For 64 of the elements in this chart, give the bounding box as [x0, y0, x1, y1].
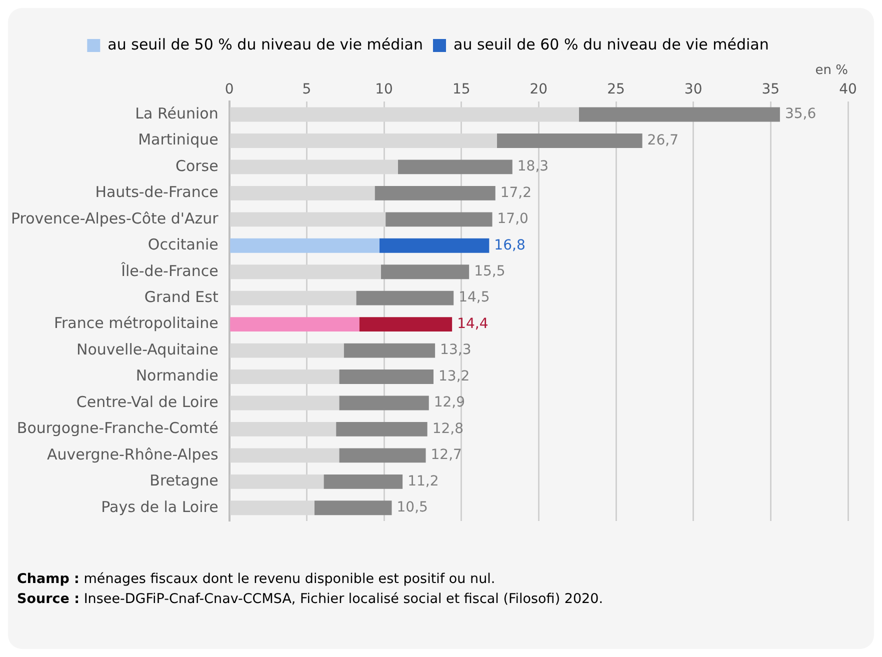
total-label: 16,8 [494, 237, 526, 254]
total-label: 35,6 [784, 106, 816, 122]
y-tick-label: Auvergne-Rhône-Alpes [46, 445, 219, 464]
bar [374, 186, 496, 200]
bar [339, 448, 426, 463]
bar [578, 107, 780, 122]
bar [344, 343, 436, 358]
y-tick-label: Bourgogne-Franche-Comté [16, 419, 218, 438]
y-tick-label: Île-de-France [120, 262, 218, 280]
text: Champ : ménages fiscaux dont le revenu disponible est positif ou nul. [17, 571, 496, 587]
y-tick-label: Provence-Alpes-Côte d'Azur [10, 209, 220, 228]
y-tick-label: Nouvelle-Aquitaine [76, 340, 218, 358]
x-tick-label: 30 [684, 82, 702, 98]
total-label: 18,3 [517, 158, 549, 175]
total-label: 17,2 [500, 184, 532, 201]
bar [398, 160, 512, 174]
x-axis-title: en % [815, 63, 848, 78]
bar [379, 238, 490, 253]
y-tick-label: Occitanie [148, 236, 218, 254]
bar [324, 474, 403, 489]
y-tick-label: Bretagne [150, 472, 218, 490]
bar [230, 238, 380, 253]
y-tick-label: Martinique [138, 130, 218, 149]
total-label: 10,5 [396, 500, 428, 516]
y-tick-label: Grand Est [144, 288, 218, 306]
bar [339, 396, 429, 410]
total-label: 13,3 [440, 342, 472, 358]
total-label: 12,9 [434, 394, 466, 411]
x-tick-label: 35 [762, 82, 780, 98]
x-tick-label: 40 [839, 82, 857, 98]
x-tick-label: 25 [607, 82, 625, 98]
bar [230, 317, 360, 332]
bar [359, 317, 452, 332]
total-label: 12,8 [432, 420, 464, 437]
total-label: 11,2 [408, 473, 439, 490]
total-label: 15,5 [474, 264, 506, 280]
bar [314, 500, 392, 516]
total-label: 14,5 [458, 290, 490, 306]
bar [356, 290, 454, 306]
bar [386, 212, 492, 227]
legend-label: au seuil de 50 % du niveau de vie médian [108, 35, 424, 54]
total-label: 17,0 [497, 211, 528, 228]
legend-label: au seuil de 60 % du niveau de vie médian [454, 35, 769, 54]
y-tick-label: France métropolitaine [54, 314, 218, 332]
total-label: 12,7 [430, 447, 462, 464]
bar [339, 370, 434, 384]
y-tick-label: Corse [175, 156, 218, 175]
x-tick-label: 5 [302, 82, 312, 98]
bar [336, 422, 428, 436]
x-tick-label: 20 [530, 82, 548, 98]
total-label: 14,4 [457, 316, 488, 332]
source-note: Source : Insee-DGFiP-Cnaf-Cnav-CCMSA, Fichier localisé social et fiscal (Filosofi) 2020. [17, 591, 604, 607]
bar [496, 134, 642, 148]
total-label: 26,7 [647, 132, 678, 148]
y-tick-label: Centre-Val de Loire [76, 392, 218, 411]
y-tick-label: Pays de la Loire [101, 498, 218, 516]
x-tick-label: 10 [375, 82, 393, 98]
x-tick-label: 0 [224, 82, 234, 98]
total-label: 13,2 [438, 368, 470, 384]
bar [380, 264, 470, 280]
y-tick-label: Normandie [136, 366, 218, 385]
y-tick-label: La Réunion [135, 104, 218, 122]
y-tick-label: Hauts-de-France [95, 183, 218, 202]
x-tick-label: 15 [452, 82, 470, 98]
